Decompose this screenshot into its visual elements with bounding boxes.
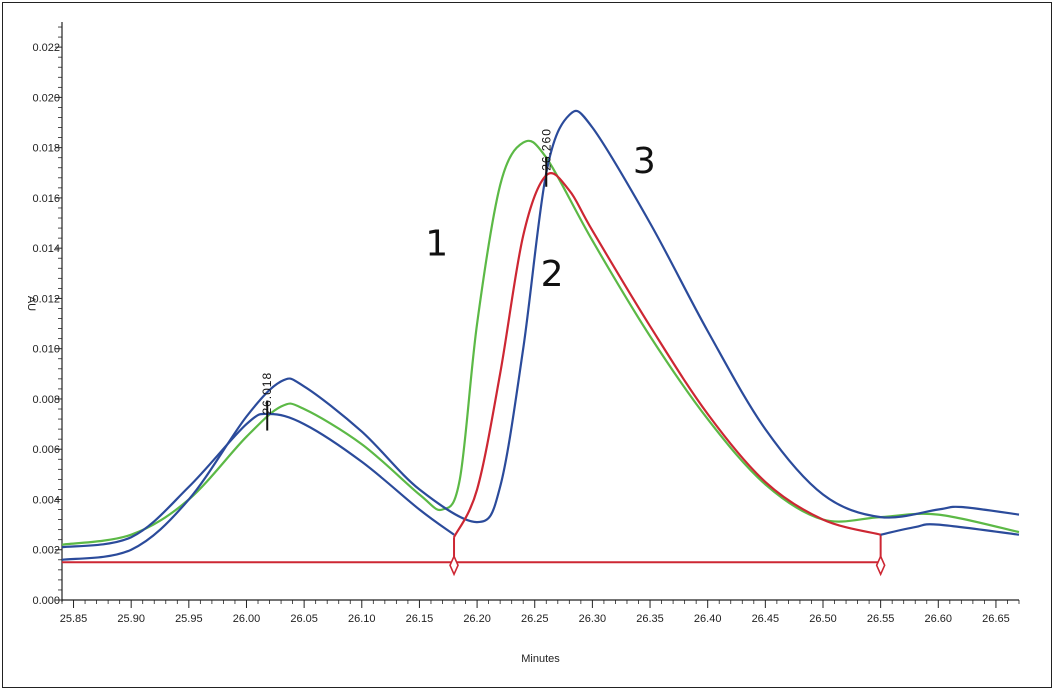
x-tick-label: 26.30 <box>579 613 607 625</box>
x-axis-title: Minutes <box>521 653 560 665</box>
peak-label: 26.018 <box>260 372 274 415</box>
integration-marker-diamond <box>875 554 886 577</box>
x-tick-label: 25.95 <box>175 613 203 625</box>
x-tick-label: 26.45 <box>752 613 780 625</box>
y-tick-label: 0.018 <box>32 143 60 155</box>
series-line-secondary-4 <box>880 523 1020 536</box>
x-tick-label: 26.15 <box>406 613 434 625</box>
y-tick-label: 0.008 <box>32 394 60 406</box>
series-layer <box>61 109 1020 577</box>
x-tick-label: 26.40 <box>694 613 722 625</box>
annotation-layer: 26.018 26.260 1 2 3 <box>260 128 656 431</box>
y-tick-label: 0.006 <box>32 444 60 456</box>
curve-number-label: 3 <box>633 141 656 182</box>
series-line-2 <box>453 172 881 538</box>
y-tick-label: 0.000 <box>32 595 60 607</box>
x-tick-label: 25.90 <box>117 613 145 625</box>
y-tick-label: 0.022 <box>32 42 60 54</box>
x-tick-label: 26.25 <box>521 613 549 625</box>
x-tick-label: 26.00 <box>233 613 261 625</box>
series-line-secondary-3 <box>61 412 455 549</box>
y-tick-label: 0.020 <box>32 92 60 104</box>
y-tick-label: 0.002 <box>32 545 60 557</box>
y-axis-title: AU <box>25 296 37 311</box>
integration-marker-diamond <box>449 554 459 577</box>
x-tick-label: 26.20 <box>463 613 491 625</box>
y-tick-label: 0.004 <box>32 494 60 506</box>
x-tick-label: 26.65 <box>982 613 1010 625</box>
y-tick-label: 0.016 <box>32 193 60 205</box>
y-tick-label: 0.010 <box>32 344 60 356</box>
x-tick-label: 26.35 <box>636 613 664 625</box>
curve-number-label: 1 <box>425 224 448 265</box>
axes: 25.85 25.90 25.95 26.00 26.05 26.10 26.15 26.20… <box>32 22 1020 625</box>
series-line-3 <box>61 109 1020 561</box>
y-tick-label: 0.014 <box>32 243 60 255</box>
x-tick-label: 25.85 <box>60 613 88 625</box>
series-line-1 <box>61 139 1020 546</box>
x-tick-label: 26.05 <box>290 613 318 625</box>
curve-number-label: 2 <box>541 254 564 295</box>
x-tick-label: 26.55 <box>867 613 895 625</box>
y-tick-label: 0.012 <box>32 293 60 305</box>
x-tick-label: 26.50 <box>809 613 837 625</box>
x-tick-label: 26.60 <box>925 613 953 625</box>
x-tick-label: 26.10 <box>348 613 376 625</box>
peak-label: 26.260 <box>539 128 553 171</box>
